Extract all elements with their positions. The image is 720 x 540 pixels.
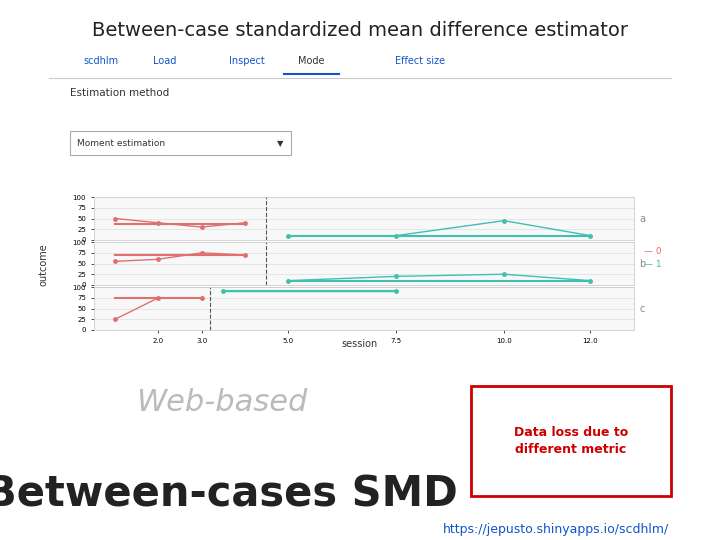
Text: Estimation method: Estimation method: [70, 88, 169, 98]
FancyBboxPatch shape: [471, 386, 671, 496]
Text: Load: Load: [153, 56, 176, 66]
Text: Web-based: Web-based: [136, 388, 307, 417]
Text: — 0: — 0: [644, 247, 662, 255]
Text: c: c: [639, 303, 644, 314]
Text: scdhlm: scdhlm: [84, 56, 119, 66]
Text: session: session: [342, 339, 378, 349]
Text: Effect size: Effect size: [395, 56, 445, 66]
Text: a: a: [639, 213, 645, 224]
Text: Inspect: Inspect: [229, 56, 264, 66]
Text: outcome: outcome: [38, 243, 48, 286]
Text: https://jepusto.shinyapps.io/scdhlm/: https://jepusto.shinyapps.io/scdhlm/: [443, 523, 669, 536]
Text: Between-cases SMD: Between-cases SMD: [0, 473, 458, 515]
Text: Data loss due to
different metric: Data loss due to different metric: [513, 426, 628, 456]
FancyBboxPatch shape: [70, 131, 291, 155]
Text: Between-case standardized mean difference estimator: Between-case standardized mean differenc…: [92, 21, 628, 40]
Text: Mode: Mode: [298, 56, 324, 66]
Text: Moment estimation: Moment estimation: [76, 139, 165, 147]
Text: ▼: ▼: [277, 139, 284, 147]
Text: b: b: [639, 259, 645, 268]
Text: — 1: — 1: [644, 260, 662, 269]
